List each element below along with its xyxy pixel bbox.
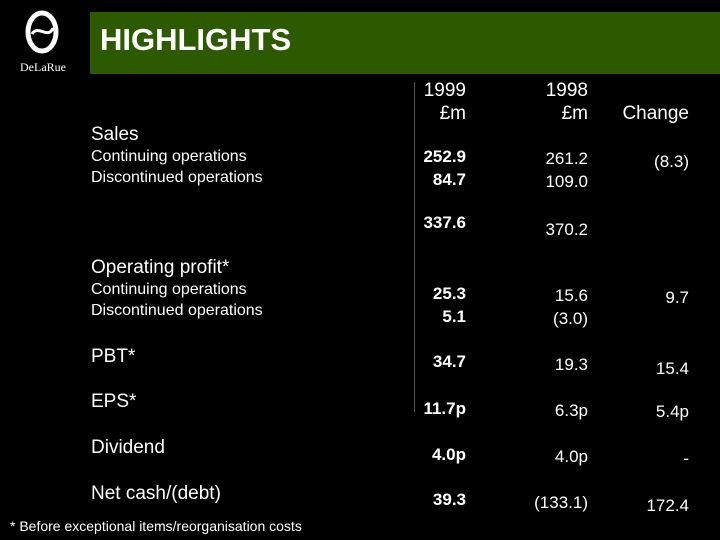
operating-profit-continuing-label: Continuing operations [91,281,247,298]
header-change: Change [622,103,689,124]
delarue-logo-icon [25,10,59,54]
sales-discontinued-1999: 84.7 [432,170,466,189]
sales-label: Sales [91,124,139,145]
pbt-change: 15.4 [655,359,689,378]
dividend-label: Dividend [91,437,165,458]
sales-total-1998: 370.2 [545,220,588,239]
sales-total-1999: 337.6 [423,213,466,232]
dividend-1998: 4.0p [554,447,588,466]
page-title: HIGHLIGHTS [100,22,292,57]
header-1999-year: 1999 [423,80,466,101]
operating-profit-continuing-change: 9.7 [665,288,689,307]
logo-wordmark: DeLaRue [20,60,66,74]
header-1998-year: 1998 [545,80,588,101]
header-1999-unit: £m [439,103,466,124]
eps-label: EPS* [91,391,137,412]
sales-continuing-change: (8.3) [654,152,689,171]
pbt-1999: 34.7 [432,352,466,371]
sales-continuing-1999: 252.9 [423,147,466,166]
pbt-label: PBT* [91,346,136,367]
eps-1999: 11.7p [423,399,466,418]
pbt-1998: 19.3 [554,355,588,374]
net-cash-1999: 39.3 [432,490,466,509]
operating-profit-continuing-1998: 15.6 [554,286,588,305]
header-1998-unit: £m [561,103,588,124]
sales-discontinued-1998: 109.0 [545,172,588,191]
net-cash-change: 172.4 [646,496,689,515]
sales-discontinued-label: Discontinued operations [91,169,263,186]
eps-change: 5.4p [655,402,689,421]
operating-profit-discontinued-label: Discontinued operations [91,302,263,319]
dividend-1999: 4.0p [431,445,466,464]
eps-1998: 6.3p [554,401,588,420]
net-cash-label: Net cash/(debt) [91,483,221,504]
footnote: * Before exceptional items/reorganisatio… [10,518,302,534]
sales-continuing-label: Continuing operations [91,148,247,165]
operating-profit-discontinued-1999: 5.1 [442,307,466,326]
operating-profit-continuing-1999: 25.3 [432,284,466,303]
dividend-change: - [683,449,689,468]
sales-continuing-1998: 261.2 [545,149,588,168]
operating-profit-discontinued-1998: (3.0) [553,309,588,328]
operating-profit-label: Operating profit* [91,257,230,278]
column-divider [414,82,415,412]
title-bar [90,12,720,74]
net-cash-1998: (133.1) [534,493,588,512]
